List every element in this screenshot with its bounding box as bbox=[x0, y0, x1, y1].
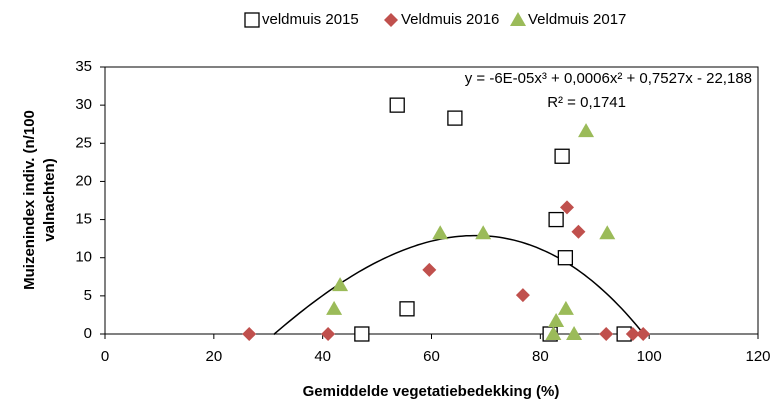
y-axis-title: Muizenindex indiv. (n/100 bbox=[21, 110, 38, 290]
triangle-marker bbox=[545, 326, 562, 340]
trendline bbox=[273, 234, 645, 336]
y-tick-label: 5 bbox=[84, 287, 92, 304]
y-tick-label: 25 bbox=[75, 134, 92, 151]
triangle-marker bbox=[332, 277, 349, 292]
diamond-marker bbox=[571, 224, 586, 239]
legend-label: veldmuis 2015 bbox=[262, 11, 359, 28]
diamond-marker bbox=[559, 200, 574, 215]
y-tick-label: 10 bbox=[75, 249, 92, 266]
diamond-marker bbox=[625, 327, 640, 341]
square-marker bbox=[554, 148, 570, 164]
diamond-marker bbox=[242, 327, 257, 341]
diamond-marker bbox=[321, 327, 336, 341]
x-tick-label: 120 bbox=[745, 348, 770, 365]
y-tick-label: 30 bbox=[75, 96, 92, 113]
legend-label: Veldmuis 2017 bbox=[528, 11, 626, 28]
trendline-r-squared: R² = 0,1741 bbox=[547, 94, 626, 111]
y-tick-label: 15 bbox=[75, 211, 92, 228]
plot-frame bbox=[104, 66, 759, 335]
x-tick-label: 80 bbox=[532, 348, 549, 365]
y-tick-label: 35 bbox=[75, 58, 92, 75]
diamond-marker bbox=[384, 13, 398, 27]
triangle-marker bbox=[548, 313, 565, 328]
trendline-equation: y = -6E-05x³ + 0,0006x² + 0,7527x - 22,1… bbox=[465, 70, 752, 87]
square-marker bbox=[548, 211, 564, 228]
triangle-marker bbox=[578, 123, 595, 138]
x-tick-label: 0 bbox=[101, 348, 109, 365]
x-tick-label: 100 bbox=[637, 348, 662, 365]
triangle-marker bbox=[557, 300, 574, 315]
y-tick-label: 20 bbox=[75, 172, 92, 189]
diamond-marker bbox=[422, 262, 437, 277]
triangle-marker bbox=[510, 12, 526, 26]
x-axis-title: Gemiddelde vegetatiebedekking (%) bbox=[303, 383, 560, 400]
diamond-marker bbox=[636, 327, 651, 341]
square-marker bbox=[447, 110, 463, 126]
y-tick-label: 0 bbox=[84, 325, 92, 342]
square-marker bbox=[557, 250, 574, 266]
square-marker bbox=[354, 326, 370, 342]
square-marker bbox=[244, 12, 260, 28]
y-axis-title: valnachten) bbox=[41, 158, 58, 241]
triangle-marker bbox=[599, 225, 616, 240]
diamond-marker bbox=[599, 327, 614, 341]
triangle-marker bbox=[326, 300, 343, 315]
square-marker bbox=[399, 301, 415, 317]
legend-label: Veldmuis 2016 bbox=[401, 11, 499, 28]
square-marker bbox=[389, 97, 405, 113]
triangle-marker bbox=[566, 326, 583, 340]
x-tick-label: 60 bbox=[423, 348, 440, 365]
x-tick-label: 20 bbox=[205, 348, 222, 365]
x-tick-label: 40 bbox=[314, 348, 331, 365]
triangle-marker bbox=[432, 225, 449, 240]
triangle-marker bbox=[475, 225, 492, 240]
diamond-marker bbox=[515, 288, 530, 303]
